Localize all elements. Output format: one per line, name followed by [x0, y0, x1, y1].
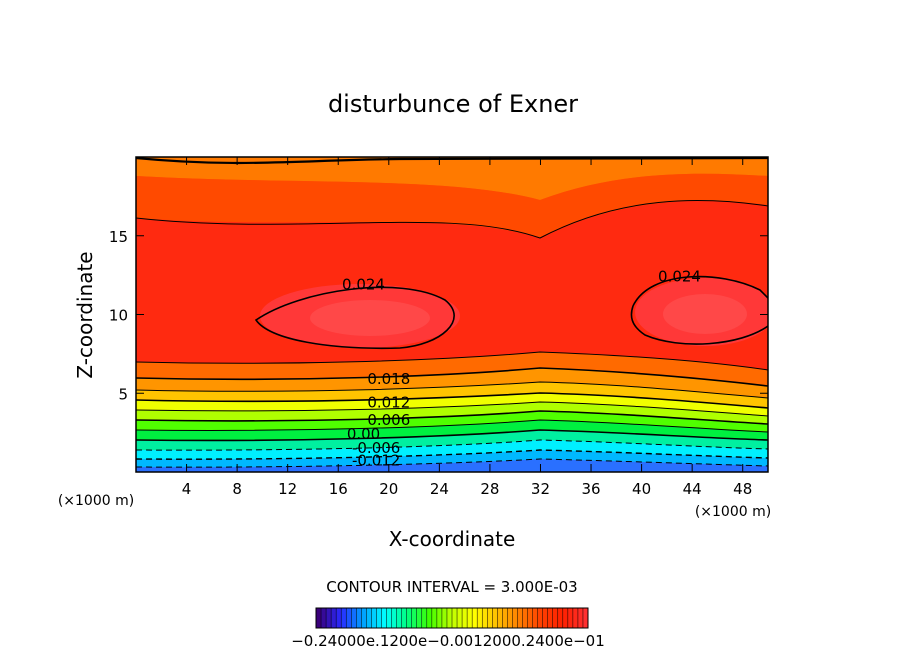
contour-label: -0.006	[352, 439, 400, 457]
colorbar-cell	[431, 608, 438, 628]
colorbar-cell	[341, 608, 347, 628]
colorbar-cell	[411, 608, 418, 628]
x-tick-label: 48	[733, 480, 752, 498]
colorbar-cell	[391, 608, 398, 628]
x-tick-label: 32	[531, 480, 550, 498]
colorbar-cell	[467, 608, 473, 628]
contour-label: 0.018	[367, 370, 410, 388]
colorbar-cell	[462, 608, 468, 628]
x-axis-label: X-coordinate	[389, 527, 516, 551]
x-unit-left: (×1000 m)	[58, 493, 134, 509]
colorbar-cell	[557, 608, 564, 628]
x-tick-label: 40	[632, 480, 651, 498]
x-tick-label: 16	[329, 480, 348, 498]
colorbar-cell	[527, 608, 534, 628]
x-tick-label: 24	[430, 480, 449, 498]
colorbar-cell	[532, 608, 539, 628]
colorbar-cell	[396, 608, 403, 628]
x-tick-label: 44	[683, 480, 702, 498]
colorbar-cells	[315, 608, 589, 628]
colorbar-cell	[381, 608, 388, 628]
colorbar-cell	[356, 608, 362, 628]
colorbar-cell	[507, 608, 513, 628]
contour-label: 0.00	[347, 425, 380, 443]
colorbar-cell	[441, 608, 448, 628]
core-right-inner	[663, 294, 747, 334]
colorbar-cell	[336, 608, 342, 628]
colorbar-cell	[421, 608, 428, 628]
colorbar-cell	[572, 608, 579, 628]
y-axis-label: Z-coordinate	[73, 251, 97, 378]
colorbar-cell	[452, 608, 458, 628]
core-left-inner	[310, 300, 430, 336]
x-tick-label: 36	[581, 480, 600, 498]
colorbar-cell	[351, 608, 357, 628]
colorbar-cell	[366, 608, 372, 628]
colorbar-cell	[401, 608, 408, 628]
colorbar-cell	[331, 608, 337, 628]
contour-label: 0.024	[342, 275, 385, 293]
x-tick-label: 28	[480, 480, 499, 498]
colorbar-cell	[376, 608, 382, 628]
colorbar-cell	[386, 608, 393, 628]
x-tick-label: 20	[379, 480, 398, 498]
colorbar-cell	[321, 608, 327, 628]
colorbar-cell	[482, 608, 488, 628]
colorbar-cell	[562, 608, 569, 628]
colorbar-cell	[326, 608, 332, 628]
contour-labels: 0.024 0.024 0.018 0.0120.0060.00-0.006-0.01…	[342, 267, 701, 469]
band-11	[136, 459, 768, 472]
colorbar-cell	[552, 608, 559, 628]
colorbar-cell	[457, 608, 463, 628]
y-tick-label: 10	[109, 307, 128, 325]
colorbar-cell	[406, 608, 413, 628]
colorbar-cell	[426, 608, 433, 628]
colorbar: −0.24000e.1200e−0.0012000.2400e−01	[291, 607, 605, 650]
x-tick-label: 12	[278, 480, 297, 498]
x-axis-ticks: 4 8 12 16 20 24 28 32 36 40 44 48	[182, 157, 752, 498]
colorbar-cell	[316, 608, 322, 628]
colorbar-cell	[517, 608, 524, 628]
colorbar-cell	[497, 608, 503, 628]
colorbar-cell	[567, 608, 574, 628]
y-tick-label: 15	[109, 228, 128, 246]
colorbar-cell	[416, 608, 423, 628]
colorbar-cell	[361, 608, 367, 628]
contour-label: 0.012	[367, 393, 410, 411]
colorbar-cell	[522, 608, 529, 628]
colorbar-cell	[346, 608, 352, 628]
colorbar-frame	[315, 607, 589, 629]
colorbar-cell	[512, 608, 518, 628]
colorbar-cell	[477, 608, 483, 628]
colorbar-cell	[492, 608, 498, 628]
contour-interval-text: CONTOUR INTERVAL = 3.000E-03	[326, 578, 577, 596]
colorbar-cell	[502, 608, 508, 628]
chart-title: disturbunce of Exner	[328, 90, 578, 118]
contour-label: -0.012	[352, 452, 400, 470]
colorbar-cell	[472, 608, 478, 628]
colorbar-label: −0.24000e.1200e−0.0012000.2400e−01	[291, 632, 605, 650]
upper-band	[136, 173, 768, 238]
colorbar-cell	[547, 608, 554, 628]
contour-label: 0.006	[367, 411, 410, 429]
colorbar-cell	[537, 608, 544, 628]
contour-lines	[136, 157, 768, 468]
x-tick-label: 4	[182, 480, 192, 498]
colorbar-cell	[371, 608, 377, 628]
colorbar-cell	[446, 608, 453, 628]
x-unit-right: (×1000 m)	[695, 504, 771, 520]
contour-field	[136, 157, 768, 472]
colorbar-cell	[582, 608, 589, 628]
x-tick-label: 8	[232, 480, 242, 498]
y-tick-label: 5	[118, 385, 128, 403]
top-band	[136, 157, 768, 200]
y-axis-ticks: 5 10 15	[109, 228, 768, 403]
colorbar-cell	[436, 608, 443, 628]
contour-label: 0.024	[658, 267, 701, 285]
colorbar-cell	[577, 608, 584, 628]
colorbar-cell	[542, 608, 549, 628]
colorbar-cell	[487, 608, 493, 628]
